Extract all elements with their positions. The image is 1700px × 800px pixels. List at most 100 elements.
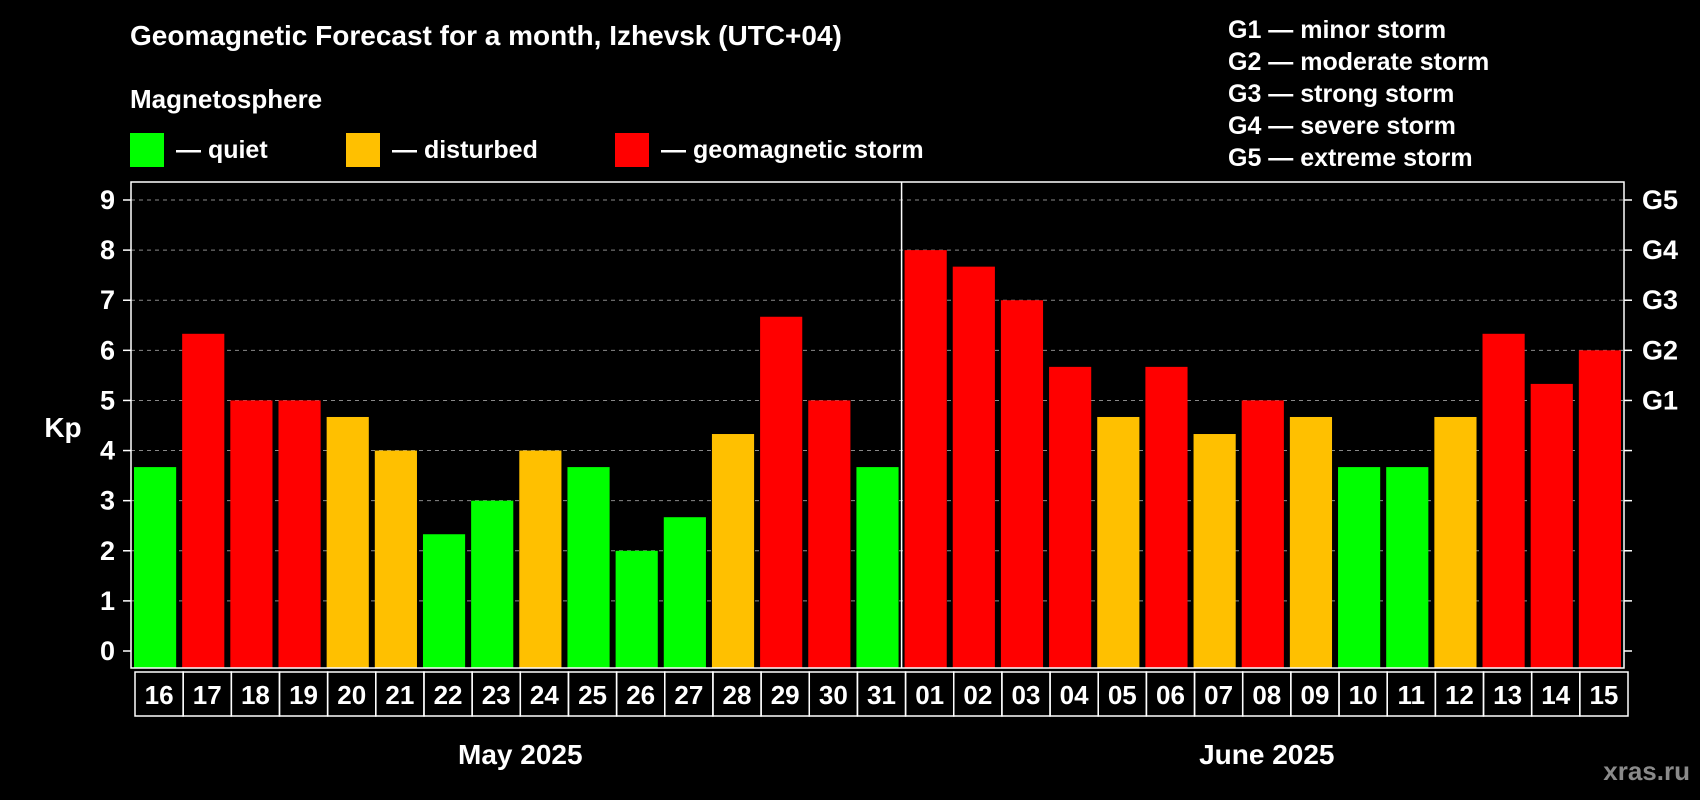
y-tick-label: 0 (100, 636, 115, 666)
legend-item-quiet: — quiet (130, 133, 268, 167)
x-tick-label: 11 (1398, 680, 1426, 710)
legend-label-disturbed: — disturbed (392, 135, 538, 164)
bar-may-25 (567, 467, 610, 668)
x-tick-label: 28 (723, 680, 752, 710)
x-tick-label: 03 (1012, 680, 1041, 710)
storm-scale-g2: G2 — moderate storm (1228, 48, 1490, 76)
storm-level-label: G2 (1642, 335, 1678, 365)
y-tick-label: 2 (100, 536, 115, 566)
y-tick-label: 6 (100, 335, 115, 365)
bar-june-15 (1578, 350, 1621, 668)
x-tick-label: 06 (1156, 680, 1185, 710)
x-tick-label: 26 (626, 680, 655, 710)
chart-title: Geomagnetic Forecast for a month, Izhevs… (130, 20, 842, 51)
bar-may-31 (856, 467, 899, 668)
storm-scale-g3: G3 — strong storm (1228, 80, 1455, 108)
y-tick-label: 3 (100, 486, 115, 516)
x-tick-label: 05 (1108, 680, 1137, 710)
bar-may-20 (326, 416, 369, 668)
x-tick-label: 24 (530, 680, 559, 710)
y-axis-label: Kp (44, 412, 81, 443)
x-tick-label: 27 (674, 680, 703, 710)
x-tick-label: 14 (1541, 680, 1570, 710)
x-tick-label: 09 (1300, 680, 1329, 710)
legend-swatch-storm (615, 133, 649, 167)
bar-june-10 (1338, 467, 1381, 668)
x-tick-label: 02 (963, 680, 992, 710)
bar-may-28 (711, 434, 755, 668)
bar-june-12 (1434, 416, 1477, 668)
bar-june-05 (1097, 416, 1140, 668)
storm-scale-legend: G1 — minor storm G2 — moderate storm G3 … (1228, 14, 1489, 174)
bar-june-09 (1289, 416, 1333, 668)
x-tick-label: 22 (434, 680, 463, 710)
storm-level-label: G3 (1642, 285, 1678, 315)
date-cell (1579, 671, 1629, 717)
legend-item-storm: — geomagnetic storm (615, 133, 924, 167)
x-tick-label: 07 (1204, 680, 1233, 710)
y-tick-label: 9 (100, 185, 115, 215)
watermark: xras.ru (1603, 756, 1690, 786)
x-tick-label: 31 (867, 680, 896, 710)
bar-may-29 (760, 316, 803, 668)
bar-june-14 (1530, 383, 1573, 668)
x-tick-label: 21 (385, 680, 414, 710)
y-tick-label: 8 (100, 235, 115, 265)
legend-heading: Magnetosphere (130, 84, 323, 114)
y-tick-label: 5 (100, 385, 115, 415)
x-tick-label: 01 (915, 680, 944, 710)
bar-june-13 (1482, 333, 1525, 668)
storm-scale-g5: G5 — extreme storm (1228, 144, 1473, 172)
x-tick-label: 13 (1493, 680, 1522, 710)
bar-may-26 (615, 550, 658, 668)
bar-may-17 (182, 333, 225, 668)
month-label: May 2025 (458, 739, 583, 770)
y-tick-label: 4 (100, 436, 115, 466)
legend-item-disturbed: — disturbed (346, 133, 538, 167)
legend-label-quiet: — quiet (176, 135, 268, 164)
legend-label-storm: — geomagnetic storm (661, 135, 924, 164)
bar-june-03 (1000, 300, 1044, 668)
y-tick-label: 7 (100, 285, 115, 315)
bar-may-22 (422, 534, 466, 668)
x-tick-label: 04 (1060, 680, 1089, 710)
storm-level-label: G1 (1642, 385, 1678, 415)
x-tick-label: 20 (337, 680, 366, 710)
bar-june-07 (1193, 434, 1236, 668)
x-tick-label: 23 (482, 680, 511, 710)
bar-june-04 (1049, 366, 1092, 668)
bar-may-27 (663, 517, 706, 668)
bar-june-08 (1241, 400, 1284, 668)
x-tick-label: 30 (819, 680, 848, 710)
storm-scale-g4: G4 — severe storm (1228, 112, 1456, 140)
x-tick-label: 16 (145, 680, 174, 710)
bar-may-18 (230, 400, 273, 668)
x-tick-label: 25 (578, 680, 607, 710)
storm-level-label: G5 (1642, 185, 1678, 215)
bar-june-02 (952, 266, 995, 668)
bar-june-01 (904, 250, 947, 668)
x-tick-label: 10 (1349, 680, 1378, 710)
x-tick-label: 12 (1445, 680, 1474, 710)
y-tick-label: 1 (100, 586, 115, 616)
legend-swatch-disturbed (346, 133, 380, 167)
bar-june-11 (1386, 467, 1429, 668)
x-tick-label: 15 (1589, 680, 1618, 710)
bar-may-16 (134, 467, 177, 668)
x-tick-label: 08 (1252, 680, 1281, 710)
bar-may-21 (374, 450, 417, 668)
plot-frame (130, 181, 1625, 669)
storm-level-label: G4 (1642, 235, 1678, 265)
bar-may-24 (519, 450, 562, 668)
month-label: June 2025 (1199, 739, 1334, 770)
x-tick-label: 29 (771, 680, 800, 710)
x-tick-label: 18 (241, 680, 270, 710)
bar-may-19 (278, 400, 321, 668)
x-tick-label: 17 (193, 680, 222, 710)
bar-may-23 (471, 500, 514, 668)
bar-june-06 (1145, 366, 1188, 668)
storm-scale-g1: G1 — minor storm (1228, 16, 1447, 44)
bar-may-30 (808, 400, 851, 668)
x-tick-label: 19 (289, 680, 318, 710)
